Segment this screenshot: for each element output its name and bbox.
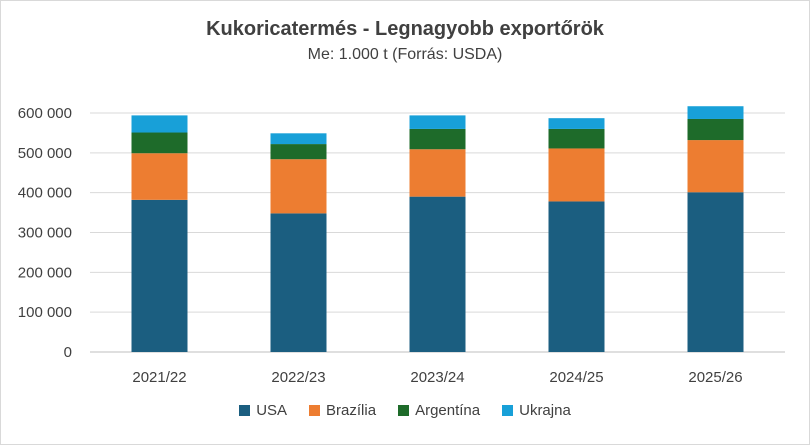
chart-title: Kukoricatermés - Legnagyobb exportőrök	[206, 18, 604, 40]
legend-swatch	[502, 405, 514, 416]
y-tick-label: 500 000	[18, 145, 72, 162]
bar-segment	[131, 153, 188, 200]
bar-segment	[548, 128, 605, 149]
bar-segment	[409, 115, 466, 129]
bar-segment	[270, 159, 327, 214]
legend-item: Ukrajna	[502, 402, 571, 419]
bar-segment	[687, 140, 744, 193]
legend-label: Brazília	[326, 402, 377, 419]
bar-segment	[687, 118, 744, 141]
legend-label: Ukrajna	[519, 402, 571, 419]
bar-segment	[548, 118, 605, 129]
x-tick-label: 2023/24	[410, 369, 464, 386]
y-tick-label: 100 000	[18, 304, 72, 321]
bar-segment	[131, 132, 188, 154]
bar-segment	[409, 149, 466, 197]
legend-swatch	[239, 405, 251, 416]
bar-segment	[548, 148, 605, 202]
legend-swatch	[309, 405, 321, 416]
legend-item: Brazília	[309, 402, 376, 419]
bar-segment	[270, 133, 327, 145]
bar-segment	[131, 115, 188, 133]
bar-segment	[409, 196, 466, 352]
y-tick-label: 300 000	[18, 225, 72, 242]
bar-segment	[687, 106, 744, 119]
x-tick-label: 2024/25	[549, 369, 603, 386]
bar-segment	[687, 192, 744, 352]
y-tick-label: 200 000	[18, 264, 72, 281]
x-tick-label: 2022/23	[271, 369, 325, 386]
bar-segment	[131, 199, 188, 352]
x-tick-label: 2021/22	[132, 369, 186, 386]
x-tick-label: 2025/26	[688, 369, 742, 386]
legend-item: Argentína	[398, 402, 480, 419]
bar-segment	[270, 144, 327, 160]
bar-segment	[548, 201, 605, 352]
legend-label: USA	[256, 402, 288, 419]
chart-subtitle: Me: 1.000 t (Forrás: USDA)	[307, 46, 503, 63]
y-tick-label: 600 000	[18, 105, 72, 122]
legend-label: Argentína	[415, 402, 481, 419]
legend-swatch	[398, 405, 410, 416]
y-tick-label: 0	[64, 344, 72, 361]
y-tick-label: 400 000	[18, 185, 72, 202]
legend-item: USA	[239, 402, 287, 419]
bar-segment	[409, 128, 466, 150]
bar-segment	[270, 213, 327, 352]
chart-legend: USA Brazília Argentína Ukrajna	[0, 402, 810, 419]
